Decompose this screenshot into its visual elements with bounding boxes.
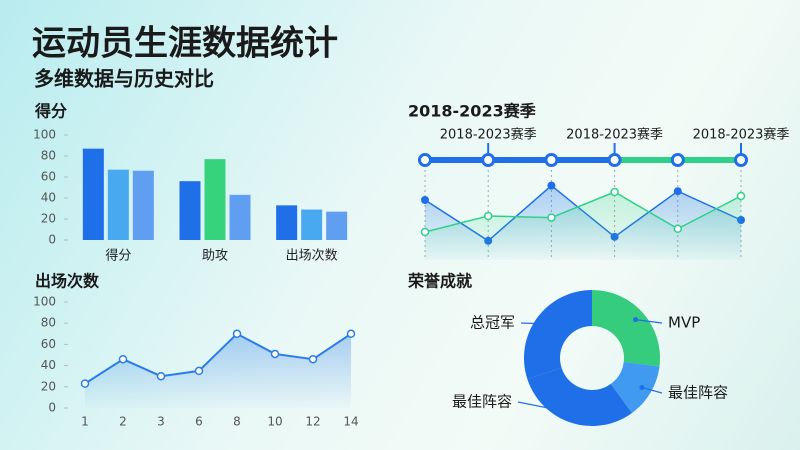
x-tick-label: 2018-2023赛季: [693, 127, 790, 143]
x-tick-label: 10: [267, 415, 282, 429]
bar: [179, 181, 201, 240]
y-tick-label: 20: [41, 212, 56, 226]
x-tick-label: 12: [305, 415, 320, 429]
y-tick-label: 60: [41, 170, 56, 184]
bar: [326, 211, 348, 240]
timeline-node: [607, 153, 622, 167]
point: [118, 354, 128, 364]
x-tick-label: 6: [195, 415, 203, 429]
leader: [517, 401, 575, 414]
line: [424, 191, 742, 233]
x-tick-label: 2018-2023赛季: [566, 127, 663, 143]
y-tick-label: 0: [48, 233, 56, 247]
chart-title: 荣誉成就: [407, 272, 472, 291]
timeline-node: [481, 153, 496, 167]
timeline-node: [544, 153, 559, 167]
leader-dot: [633, 317, 639, 323]
y-tick-label: 80: [41, 316, 56, 330]
x-tick-label: 14: [343, 415, 358, 429]
leader-dot: [571, 410, 577, 416]
slice: [527, 367, 632, 426]
y-tick-label: 80: [41, 149, 56, 163]
y-tick-label: 40: [41, 358, 56, 372]
bar: [204, 159, 226, 240]
area: [425, 192, 741, 260]
point: [156, 371, 166, 381]
slice-label: MVP: [668, 314, 700, 332]
point: [270, 349, 280, 359]
bar: [107, 169, 129, 240]
point: [346, 329, 356, 339]
y-tick-label: 60: [41, 337, 56, 351]
bar: [229, 194, 251, 240]
leader: [635, 319, 663, 324]
bar: [132, 170, 154, 240]
point: [80, 379, 90, 388]
y-tick-label: 20: [41, 379, 56, 393]
x-tick-label: 出场次数: [286, 248, 338, 264]
timeline-node: [418, 153, 432, 167]
x-tick-label: 得分: [105, 248, 131, 264]
point: [483, 211, 493, 221]
leader: [520, 322, 546, 325]
point: [547, 181, 556, 190]
page-subtitle: 多维数据与历史对比: [34, 67, 214, 91]
point: [421, 196, 429, 204]
x-tick-label: 助攻: [202, 249, 228, 264]
page-title: 运动员生涯数据统计: [32, 24, 338, 64]
point: [420, 227, 430, 237]
timeline-node: [670, 153, 685, 167]
leader-dot: [542, 321, 548, 327]
point: [308, 354, 318, 364]
line: [84, 332, 352, 385]
slice: [592, 290, 661, 367]
leader-dot: [639, 385, 645, 391]
bar: [276, 205, 298, 240]
point: [547, 213, 556, 222]
slice: [524, 290, 592, 380]
chart-title: 出场次数: [35, 272, 100, 291]
y-tick-label: 40: [41, 191, 56, 205]
slice: [610, 362, 660, 414]
slice-label: 总冠军: [470, 314, 515, 332]
point: [232, 329, 242, 339]
slice-label: 最佳阵容: [452, 393, 512, 411]
area: [85, 333, 351, 408]
x-tick-label: 2: [119, 415, 127, 429]
y-tick-label: 0: [48, 401, 56, 415]
chart-title: 2018-2023赛季: [408, 102, 537, 121]
bar: [301, 209, 323, 240]
bar: [82, 148, 104, 240]
point: [194, 366, 204, 376]
point: [673, 187, 682, 196]
y-tick-label: 100: [33, 128, 56, 142]
x-tick-label: 2018-2023赛季: [440, 127, 537, 143]
slice-label: 最佳阵容: [668, 384, 728, 402]
point: [736, 191, 746, 201]
point: [673, 224, 683, 234]
x-tick-label: 8: [233, 415, 241, 429]
timeline-node: [734, 153, 748, 167]
y-tick-label: 100: [33, 295, 56, 309]
point: [610, 187, 619, 197]
x-tick-label: 1: [81, 415, 89, 429]
leader: [641, 386, 663, 394]
x-tick-label: 3: [157, 415, 165, 429]
chart-title: 得分: [34, 102, 67, 121]
